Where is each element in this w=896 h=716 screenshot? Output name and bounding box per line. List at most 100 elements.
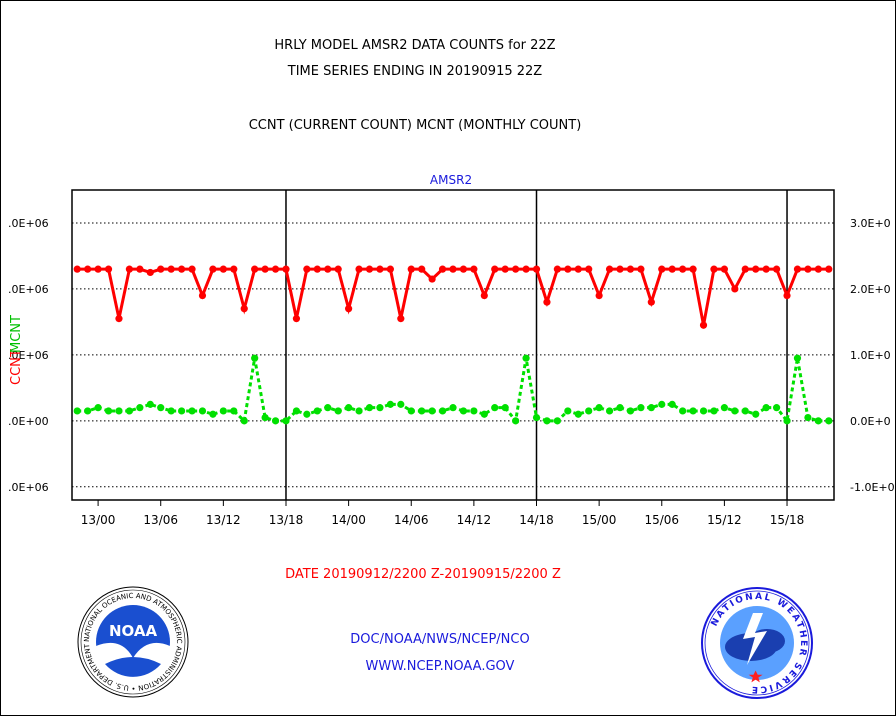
- data-point-mcnt: [480, 410, 488, 418]
- data-point-mcnt: [825, 417, 833, 425]
- data-point-ccnt: [585, 265, 593, 273]
- data-point-mcnt: [271, 417, 280, 425]
- x-tick-label: 13/12: [206, 513, 241, 527]
- data-point-mcnt: [324, 404, 332, 412]
- data-point-ccnt: [459, 265, 468, 273]
- data-point-ccnt: [198, 291, 207, 300]
- grid: [72, 222, 834, 488]
- data-point-ccnt: [219, 265, 227, 273]
- data-point-mcnt: [428, 407, 436, 415]
- data-point-mcnt: [418, 407, 426, 415]
- data-point-mcnt: [626, 407, 635, 415]
- data-point-mcnt: [522, 354, 530, 362]
- data-point-mcnt: [658, 400, 666, 408]
- data-point-mcnt: [585, 407, 593, 415]
- y-axis: .0E+06 3.0E+0 .0E+06 2.0E+0 .0E+06 1.0E+0 .0E+…: [8, 217, 895, 494]
- data-point-ccnt: [595, 291, 603, 300]
- data-point-ccnt: [710, 265, 718, 273]
- data-point-ccnt: [376, 265, 384, 273]
- data-point-mcnt: [512, 417, 520, 425]
- data-point-ccnt: [783, 291, 791, 300]
- data-point-ccnt: [553, 265, 561, 273]
- series-line-ccnt: [77, 267, 829, 326]
- x-tick-label: 14/18: [519, 513, 554, 527]
- y-tick-label-right: 3.0E+0: [850, 217, 891, 230]
- data-point-ccnt: [365, 265, 374, 273]
- data-point-ccnt: [178, 265, 186, 273]
- data-point-ccnt: [668, 265, 676, 273]
- data-point-mcnt: [115, 407, 123, 415]
- data-point-mcnt: [449, 404, 457, 412]
- data-point-ccnt: [146, 268, 154, 277]
- x-tick-label: 14/00: [331, 513, 366, 527]
- data-point-ccnt: [605, 265, 614, 273]
- data-point-ccnt: [125, 265, 134, 273]
- data-point-ccnt: [407, 265, 415, 273]
- data-point-ccnt: [94, 265, 102, 273]
- data-point-ccnt: [543, 298, 551, 306]
- data-point-ccnt: [699, 321, 708, 329]
- data-point-mcnt: [303, 410, 311, 418]
- series-layer: [73, 265, 833, 425]
- data-point-mcnt: [814, 417, 822, 425]
- data-point-ccnt: [480, 291, 488, 300]
- data-point-mcnt: [345, 404, 353, 412]
- data-point-ccnt: [428, 275, 436, 283]
- data-point-mcnt: [543, 417, 551, 425]
- data-point-ccnt: [386, 265, 394, 273]
- data-point-ccnt: [73, 265, 81, 273]
- data-point-ccnt: [772, 265, 781, 273]
- day-boundaries: [285, 190, 788, 500]
- noaa-logo[interactable]: NATIONAL OCEANIC AND ATMOSPHERIC ADMINIS…: [77, 586, 189, 698]
- data-point-ccnt: [240, 305, 248, 313]
- data-point-mcnt: [438, 407, 447, 415]
- data-point-ccnt: [292, 315, 301, 323]
- nws-logo[interactable]: NATIONAL WEATHER SERVICE: [701, 587, 813, 699]
- data-point-ccnt: [418, 265, 426, 273]
- data-point-mcnt: [292, 407, 301, 415]
- footer-link-doc[interactable]: DOC/NOAA/NWS/NCEP/NCO: [350, 632, 530, 647]
- data-point-ccnt: [574, 265, 582, 273]
- data-point-ccnt: [720, 265, 728, 273]
- x-tick-label: 15/06: [644, 513, 679, 527]
- data-point-ccnt: [313, 265, 321, 273]
- data-point-ccnt: [271, 265, 280, 273]
- data-point-mcnt: [772, 404, 781, 412]
- data-point-ccnt: [136, 265, 144, 273]
- y-tick-label-left: .0E+06: [8, 217, 49, 230]
- data-point-ccnt: [752, 265, 760, 273]
- data-point-mcnt: [762, 404, 770, 412]
- data-point-mcnt: [710, 407, 718, 415]
- data-point-ccnt: [115, 315, 123, 323]
- chart-subtitle: TIME SERIES ENDING IN 20190915 22Z: [287, 64, 543, 79]
- data-point-ccnt: [532, 265, 541, 273]
- data-point-ccnt: [438, 265, 447, 273]
- data-point-ccnt: [689, 265, 697, 273]
- data-point-ccnt: [334, 265, 342, 273]
- data-point-ccnt: [397, 315, 405, 323]
- data-point-mcnt: [355, 407, 363, 415]
- data-point-mcnt: [783, 417, 791, 425]
- data-point-ccnt: [355, 265, 363, 273]
- data-point-mcnt: [261, 413, 269, 422]
- data-point-mcnt: [689, 407, 697, 415]
- data-point-mcnt: [720, 404, 728, 412]
- data-point-ccnt: [679, 265, 687, 273]
- x-tick-label: 13/00: [81, 513, 116, 527]
- y-tick-label-left: .0E+00: [8, 415, 49, 428]
- data-point-mcnt: [104, 407, 113, 415]
- data-point-mcnt: [699, 407, 708, 415]
- data-point-ccnt: [731, 285, 739, 293]
- data-point-mcnt: [188, 407, 196, 415]
- data-point-mcnt: [178, 407, 186, 415]
- data-point-mcnt: [574, 410, 582, 418]
- data-point-mcnt: [230, 407, 238, 415]
- y-tick-label-right: 2.0E+0: [850, 283, 891, 296]
- x-axis: 13/00 13/06 13/12 13/18 14/00 14/06 14/12 14/18…: [81, 500, 804, 527]
- data-point-mcnt: [94, 404, 102, 412]
- footer-link-url[interactable]: WWW.NCEP.NOAA.GOV: [365, 659, 515, 674]
- chart-title: HRLY MODEL AMSR2 DATA COUNTS for 22Z: [274, 38, 556, 53]
- x-tick-label: 15/00: [582, 513, 617, 527]
- data-point-ccnt: [804, 265, 812, 273]
